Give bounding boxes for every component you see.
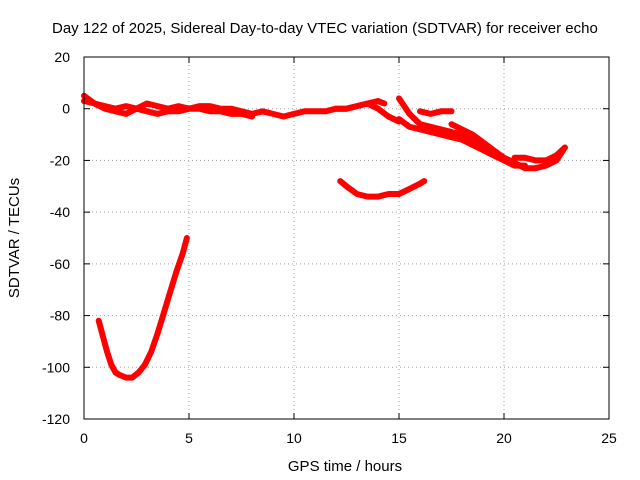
y-tick-label: -80 (50, 308, 70, 324)
y-tick-label: 0 (62, 101, 70, 117)
x-tick-labels: 0 5 10 15 20 25 (80, 430, 617, 446)
series-arc-7 (448, 121, 518, 166)
x-tick-label: 20 (496, 430, 512, 446)
series-arc-8 (511, 144, 568, 164)
y-tick-label: -60 (50, 256, 70, 272)
series-layer (81, 92, 568, 381)
x-axis-label: GPS time / hours (288, 458, 402, 475)
ticks (83, 56, 610, 420)
y-tick-label: -20 (50, 152, 70, 168)
x-tick-label: 25 (601, 430, 617, 446)
y-tick-labels: 20 0 -20 -40 -60 -80 -100 -120 (42, 49, 70, 427)
series-arc-6 (417, 108, 455, 117)
x-tick-label: 0 (80, 430, 88, 446)
x-tick-label: 15 (391, 430, 407, 446)
x-tick-label: 10 (286, 430, 302, 446)
plot-frame (83, 56, 610, 420)
y-tick-label: -100 (42, 359, 70, 375)
series-arc-10 (95, 235, 190, 381)
y-tick-label: -120 (42, 411, 70, 427)
x-tick-label: 5 (185, 430, 193, 446)
series-arc-3 (333, 100, 402, 125)
series-arc-2 (81, 92, 255, 120)
y-axis-label: SDTVAR / TECUs (6, 178, 23, 298)
chart-title: Day 122 of 2025, Sidereal Day-to-day VTE… (52, 20, 598, 37)
series-arc-9 (337, 178, 428, 200)
y-tick-label: 20 (54, 49, 70, 65)
y-tick-label: -40 (50, 204, 70, 220)
